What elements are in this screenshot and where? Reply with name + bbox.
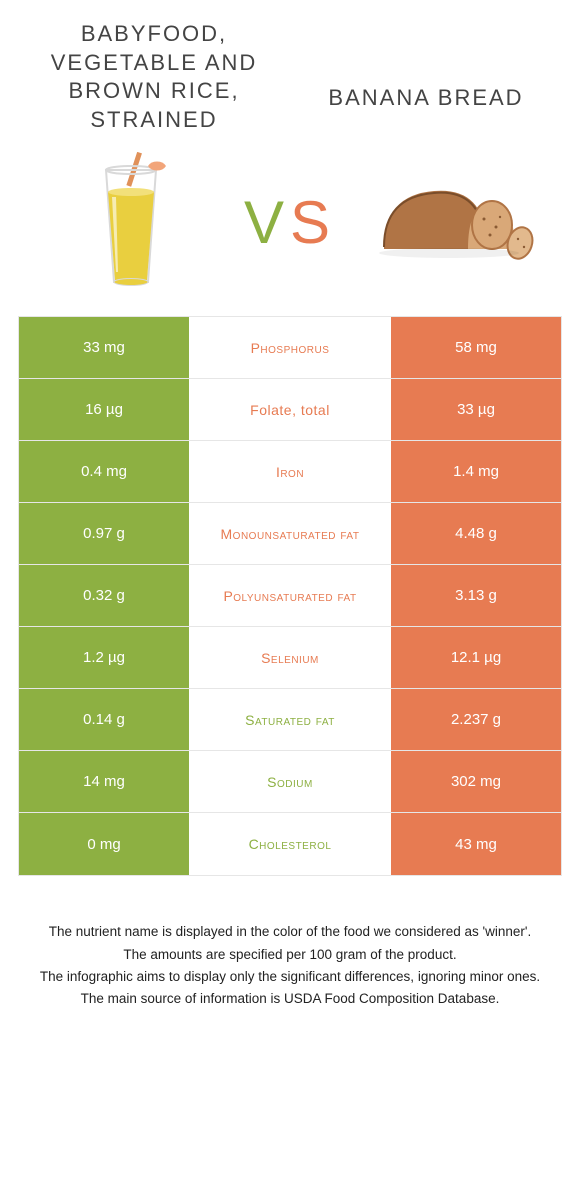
right-food-title: BANANA BREAD <box>290 84 562 113</box>
nutrient-name-cell: Phosphorus <box>189 317 391 378</box>
left-value-cell: 0 mg <box>19 813 189 875</box>
right-image-col <box>336 167 562 277</box>
table-row: 0.14 gSaturated fat2.237 g <box>19 689 561 751</box>
right-title-col: BANANA BREAD <box>290 20 562 113</box>
nutrient-name-cell: Sodium <box>189 751 391 812</box>
glass-icon <box>76 152 186 292</box>
titles-row: BABYFOOD, VEGETABLE AND BROWN RICE, STRA… <box>18 20 562 134</box>
right-value-cell: 302 mg <box>391 751 561 812</box>
right-value-cell: 1.4 mg <box>391 441 561 502</box>
right-value-cell: 33 µg <box>391 379 561 440</box>
note-line: The main source of information is USDA F… <box>18 989 562 1009</box>
nutrient-name-cell: Monounsaturated fat <box>189 503 391 564</box>
vs-s: S <box>290 188 336 257</box>
left-value-cell: 0.97 g <box>19 503 189 564</box>
table-row: 33 mgPhosphorus58 mg <box>19 317 561 379</box>
right-value-cell: 58 mg <box>391 317 561 378</box>
nutrient-name-cell: Iron <box>189 441 391 502</box>
bread-icon <box>364 167 534 277</box>
nutrient-name-cell: Folate, total <box>189 379 391 440</box>
right-value-cell: 4.48 g <box>391 503 561 564</box>
left-image-col <box>18 152 244 292</box>
right-value-cell: 43 mg <box>391 813 561 875</box>
left-value-cell: 16 µg <box>19 379 189 440</box>
left-value-cell: 0.14 g <box>19 689 189 750</box>
vs-label: VS <box>244 188 336 257</box>
vs-v: V <box>244 188 290 257</box>
left-value-cell: 0.4 mg <box>19 441 189 502</box>
table-row: 0.97 gMonounsaturated fat4.48 g <box>19 503 561 565</box>
left-value-cell: 33 mg <box>19 317 189 378</box>
left-value-cell: 14 mg <box>19 751 189 812</box>
left-food-title: BABYFOOD, VEGETABLE AND BROWN RICE, STRA… <box>18 20 290 134</box>
notes-block: The nutrient name is displayed in the co… <box>18 922 562 1009</box>
nutrient-table: 33 mgPhosphorus58 mg16 µgFolate, total33… <box>18 316 562 876</box>
table-row: 1.2 µgSelenium12.1 µg <box>19 627 561 689</box>
nutrient-name-cell: Saturated fat <box>189 689 391 750</box>
left-value-cell: 0.32 g <box>19 565 189 626</box>
table-row: 0.32 gPolyunsaturated fat3.13 g <box>19 565 561 627</box>
table-row: 0.4 mgIron1.4 mg <box>19 441 561 503</box>
table-row: 14 mgSodium302 mg <box>19 751 561 813</box>
note-line: The infographic aims to display only the… <box>18 967 562 987</box>
infographic-container: BABYFOOD, VEGETABLE AND BROWN RICE, STRA… <box>0 0 580 1041</box>
left-value-cell: 1.2 µg <box>19 627 189 688</box>
table-row: 16 µgFolate, total33 µg <box>19 379 561 441</box>
nutrient-name-cell: Polyunsaturated fat <box>189 565 391 626</box>
table-row: 0 mgCholesterol43 mg <box>19 813 561 875</box>
right-value-cell: 2.237 g <box>391 689 561 750</box>
left-title-col: BABYFOOD, VEGETABLE AND BROWN RICE, STRA… <box>18 20 290 134</box>
nutrient-name-cell: Selenium <box>189 627 391 688</box>
note-line: The amounts are specified per 100 gram o… <box>18 945 562 965</box>
nutrient-name-cell: Cholesterol <box>189 813 391 875</box>
note-line: The nutrient name is displayed in the co… <box>18 922 562 942</box>
images-row: VS <box>18 152 562 292</box>
right-value-cell: 3.13 g <box>391 565 561 626</box>
right-value-cell: 12.1 µg <box>391 627 561 688</box>
